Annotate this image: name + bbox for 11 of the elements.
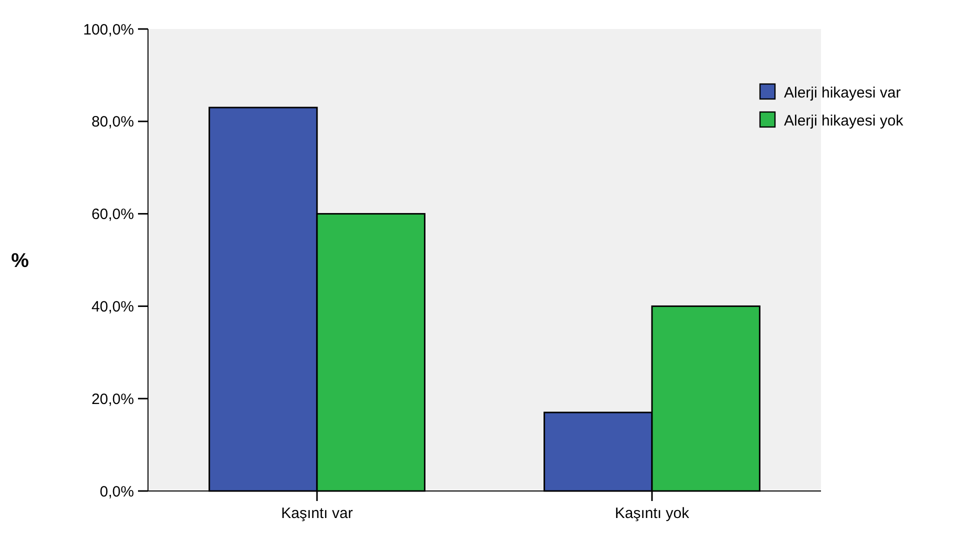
x-tick-label: Kaşıntı yok <box>614 505 690 522</box>
y-tick-label: 0,0% <box>100 483 134 500</box>
y-tick-label: 60,0% <box>91 206 134 224</box>
y-axis-title: % <box>11 250 30 272</box>
x-tick-label: Kaşıntı var <box>281 505 353 522</box>
y-tick-label: 20,0% <box>91 390 134 408</box>
legend-label: Alerji hikayesi yok <box>784 112 904 130</box>
y-tick-label: 40,0% <box>91 298 134 316</box>
y-tick-label: 100,0% <box>83 21 134 38</box>
y-tick-label: 80,0% <box>91 114 134 131</box>
legend-label: Alerji hikayesi var <box>784 84 901 102</box>
